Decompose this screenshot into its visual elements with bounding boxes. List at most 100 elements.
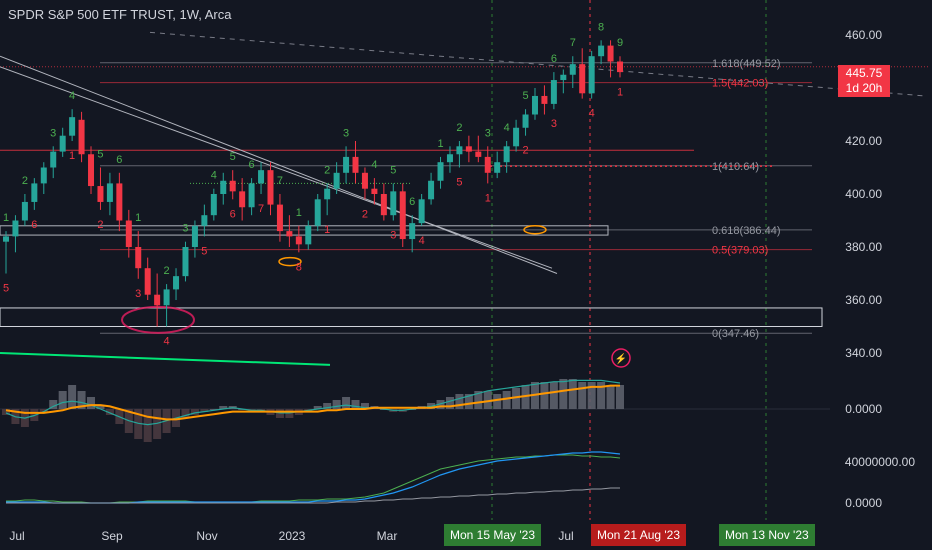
y-tick-label: 360.00 bbox=[845, 293, 882, 307]
macd-histogram-bar bbox=[105, 409, 114, 415]
candle-body bbox=[201, 215, 208, 226]
macd-histogram-bar bbox=[68, 385, 77, 409]
td-up-count: 8 bbox=[598, 21, 604, 33]
macd-histogram-bar bbox=[512, 388, 521, 409]
candle-body bbox=[541, 95, 548, 104]
macd-histogram-bar bbox=[49, 400, 58, 409]
macd-histogram-bar bbox=[502, 391, 511, 409]
td-down-count: 3 bbox=[390, 230, 396, 242]
td-down-count: 5 bbox=[456, 177, 462, 189]
candle-body bbox=[484, 156, 491, 173]
td-up-count: 1 bbox=[3, 212, 9, 224]
x-tick-label: Jul bbox=[558, 529, 573, 543]
macd-histogram-bar bbox=[342, 397, 351, 409]
candle-body bbox=[324, 188, 331, 200]
candle-body bbox=[314, 199, 321, 226]
candle bbox=[550, 72, 557, 110]
candle bbox=[437, 156, 444, 189]
candle-body bbox=[267, 170, 274, 205]
candle-body bbox=[220, 180, 227, 194]
candle bbox=[106, 172, 113, 216]
td-up-count: 4 bbox=[211, 170, 217, 182]
td-up-count: 4 bbox=[371, 159, 377, 171]
y-tick-label: 340.00 bbox=[845, 346, 882, 360]
candle bbox=[522, 109, 529, 136]
candle-body bbox=[135, 247, 142, 269]
y-tick-label: 460.00 bbox=[845, 28, 882, 42]
x-marker-aug: Mon 21 Aug '23 bbox=[591, 524, 687, 546]
trendline-upper bbox=[0, 55, 558, 274]
fib-level-label: 0.618(386.44) bbox=[712, 225, 781, 237]
candle-body bbox=[513, 127, 520, 147]
candle bbox=[50, 146, 57, 179]
candle bbox=[456, 141, 463, 168]
candle bbox=[116, 172, 123, 232]
macd-histogram-bar bbox=[332, 400, 341, 409]
x-marker-nov: Mon 13 Nov '23 bbox=[719, 524, 815, 546]
candle-body bbox=[210, 194, 217, 216]
td-down-count: 1 bbox=[324, 224, 330, 236]
y-tick-label: 400.00 bbox=[845, 187, 882, 201]
circle-highlight-low bbox=[121, 305, 195, 334]
candle-body bbox=[380, 194, 387, 216]
macd-histogram-bar bbox=[493, 394, 502, 409]
td-up-count: 1 bbox=[135, 212, 141, 224]
x-tick-label: Sep bbox=[101, 529, 123, 543]
candle bbox=[503, 141, 510, 173]
macd-histogram-bar bbox=[549, 382, 558, 409]
td-up-count: 7 bbox=[277, 175, 283, 187]
td-down-count: 1 bbox=[617, 86, 623, 98]
candle-body bbox=[50, 151, 57, 168]
candle bbox=[173, 268, 180, 300]
candle-body bbox=[78, 119, 85, 155]
macd-histogram-bar bbox=[483, 391, 492, 409]
candle bbox=[154, 273, 161, 327]
macd-zero-label: 0.0000 bbox=[845, 402, 882, 416]
td-down-count: 7 bbox=[258, 203, 264, 215]
candle-body bbox=[522, 114, 529, 128]
macd-histogram-bar bbox=[200, 409, 209, 412]
candle-body bbox=[31, 183, 38, 202]
td-up-count: 3 bbox=[343, 127, 349, 139]
candle bbox=[579, 48, 586, 99]
td-down-count: 6 bbox=[230, 208, 236, 220]
td-up-count: 1 bbox=[437, 138, 443, 150]
macd-histogram-bar bbox=[587, 382, 596, 409]
macd-histogram-bar bbox=[474, 391, 483, 409]
candle bbox=[3, 231, 9, 274]
candle bbox=[607, 40, 614, 78]
candle-body bbox=[588, 56, 595, 94]
candle-body bbox=[550, 80, 557, 104]
candle-body bbox=[531, 95, 538, 115]
candle-body bbox=[428, 180, 435, 200]
macd-histogram-bar bbox=[568, 379, 577, 409]
candle bbox=[371, 178, 378, 205]
macd-histogram-bar bbox=[87, 397, 96, 409]
candle bbox=[380, 183, 387, 221]
candle bbox=[305, 220, 312, 250]
candle-body bbox=[239, 191, 246, 208]
fib-level-label: 1.618(449.52) bbox=[712, 58, 781, 70]
fib-level-label: 0(347.46) bbox=[712, 328, 759, 340]
td-up-count: 4 bbox=[69, 90, 75, 102]
macd-histogram-bar bbox=[219, 406, 228, 409]
candle-body bbox=[617, 61, 623, 73]
candle bbox=[494, 151, 501, 179]
macd-histogram-bar bbox=[606, 385, 615, 409]
candle bbox=[465, 135, 472, 163]
candle bbox=[617, 56, 623, 78]
candle bbox=[446, 146, 453, 173]
candle-body bbox=[59, 135, 66, 152]
signal-line bbox=[5, 384, 620, 421]
fib-level-label: 1.5(442.03) bbox=[712, 78, 768, 90]
candle-body bbox=[163, 289, 170, 306]
macd-histogram-bar bbox=[578, 382, 587, 409]
td-down-count: 2 bbox=[522, 145, 528, 157]
candle-body bbox=[456, 146, 463, 155]
td-up-count: 6 bbox=[249, 159, 255, 171]
candle bbox=[31, 178, 38, 210]
candle-body bbox=[12, 220, 19, 237]
macd-histogram-bar bbox=[559, 379, 568, 409]
